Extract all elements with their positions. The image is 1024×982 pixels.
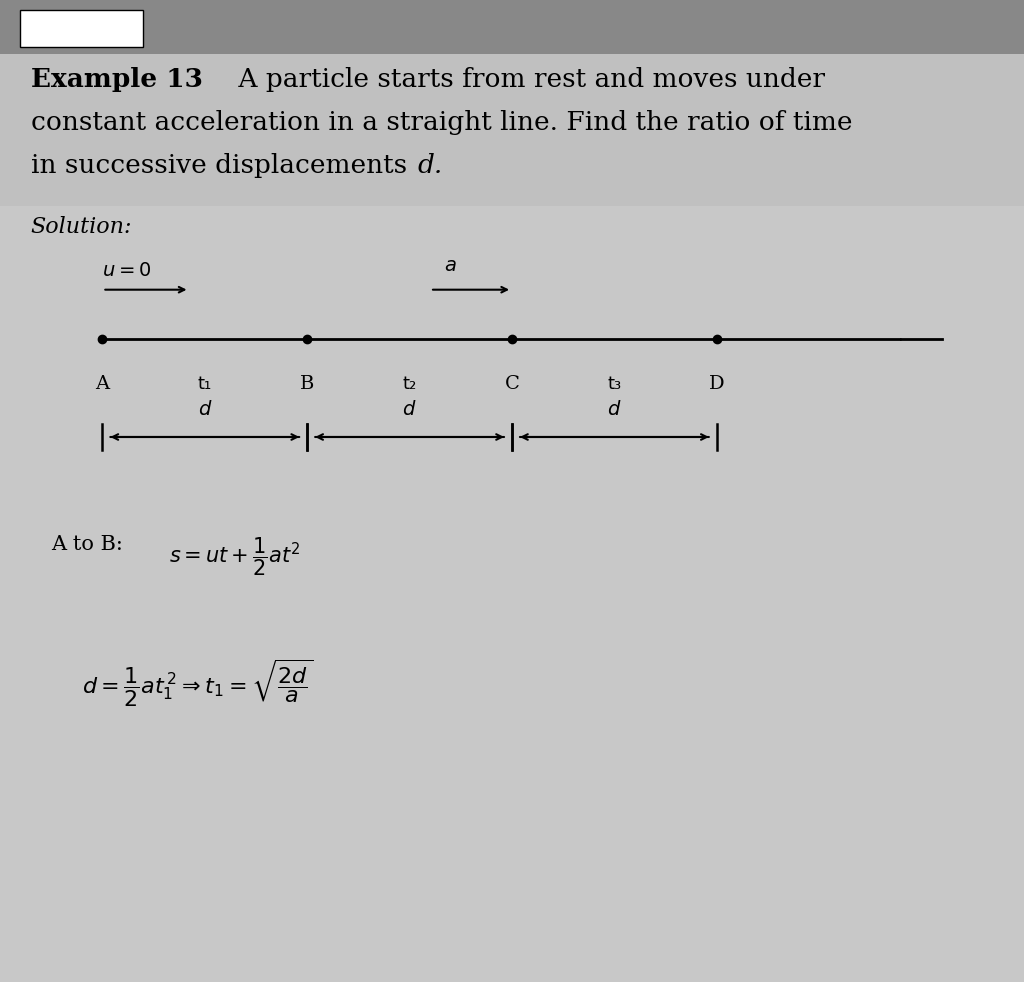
Text: $a$: $a$ [444, 255, 457, 275]
Text: C: C [505, 375, 519, 393]
Text: t₁: t₁ [198, 375, 212, 393]
Text: D: D [709, 375, 725, 393]
Text: $d = \dfrac{1}{2}at_1^{\,2} \Rightarrow t_1 = \sqrt{\dfrac{2d}{a}}$: $d = \dfrac{1}{2}at_1^{\,2} \Rightarrow … [82, 658, 313, 709]
Text: constant acceleration in a straight line. Find the ratio of time: constant acceleration in a straight line… [31, 110, 852, 135]
Bar [20, 10, 143, 47]
Text: t₃: t₃ [607, 375, 622, 393]
Text: t₂: t₂ [402, 375, 417, 393]
Text: A: A [95, 375, 110, 393]
Text: in successive displacements: in successive displacements [31, 153, 415, 178]
Bar [0, 54, 1024, 206]
Text: Example 13: Example 13 [31, 67, 203, 91]
Text: Solution:: Solution: [31, 216, 132, 238]
Text: $u = 0$: $u = 0$ [102, 260, 152, 280]
Text: d.: d. [418, 153, 443, 178]
Text: $d$: $d$ [607, 401, 622, 419]
Text: $d$: $d$ [402, 401, 417, 419]
Text: $d$: $d$ [198, 401, 212, 419]
Text: A to B:: A to B: [51, 535, 130, 554]
Text: A particle starts from rest and moves under: A particle starts from rest and moves un… [230, 67, 825, 91]
Text: B: B [300, 375, 314, 393]
Bar [0, 0, 1024, 59]
Text: $s = ut + \dfrac{1}{2}at^2$: $s = ut + \dfrac{1}{2}at^2$ [169, 535, 301, 577]
